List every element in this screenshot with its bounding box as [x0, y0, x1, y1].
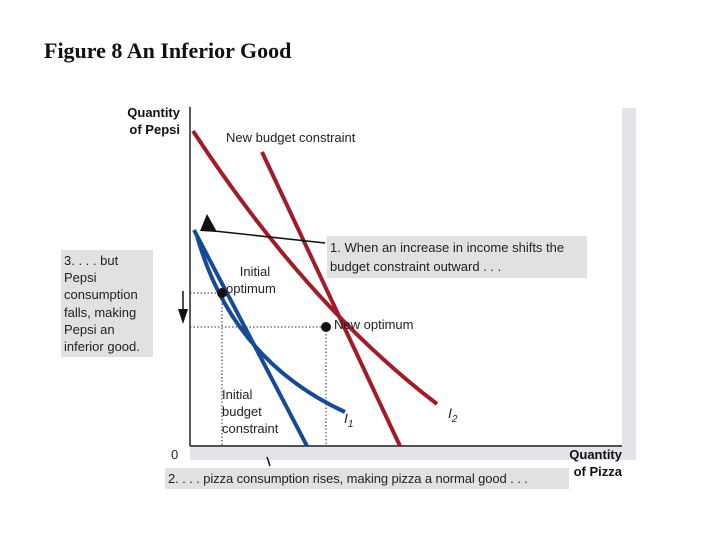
pizza-rises-arrow-line: [266, 456, 271, 467]
figure-title: Figure 8 An Inferior Good: [44, 38, 292, 63]
budget-shift-arrow-line: [204, 229, 326, 244]
initial-budget-label: Initial budget constraint: [222, 386, 278, 437]
x-axis-label-line2: of Pizza: [573, 464, 622, 479]
initial-budget-label-line3: constraint: [222, 421, 279, 436]
note-pepsi-line2: Pepsi: [64, 270, 97, 286]
initial-optimum-label-line2: optimum: [226, 281, 276, 296]
new-optimum-point: [321, 322, 331, 332]
initial-budget-label-line1: Initial: [222, 387, 253, 402]
i1-label-base: I: [344, 410, 348, 426]
new-optimum-label: New optimum: [334, 317, 414, 332]
note-pepsi-line1: 3. . . . but: [64, 253, 119, 268]
initial-optimum-point: [217, 288, 227, 298]
note-pepsi-inferior: 3. . . . but Pepsi consumption falls, ma…: [61, 250, 153, 358]
i2-label-base: I: [448, 405, 452, 421]
new-budget-label: New budget constraint: [226, 130, 356, 145]
x-axis-label-line1: Quantity: [569, 447, 622, 462]
initial-optimum-label: Initial optimum: [226, 263, 276, 297]
note-budget-shift: 1. When an increase in income shifts the…: [327, 236, 587, 278]
i1-label: I1: [344, 410, 353, 430]
note-pepsi-line3: consumption: [64, 287, 138, 303]
y-axis-label-line2: of Pepsi: [129, 122, 180, 137]
note-pizza-normal: 2. . . . pizza consumption rises, making…: [165, 468, 569, 489]
x-axis-label: Quantity of Pizza: [548, 446, 622, 480]
new-budget-line: [260, 151, 402, 447]
y-axis-label: Quantity of Pepsi: [108, 104, 180, 138]
indifference-curve-i2: [191, 129, 439, 406]
note-pepsi-line4: falls, making: [64, 304, 137, 320]
indifference-curve-i1: [195, 235, 346, 414]
note-pepsi-line5: Pepsi an: [64, 321, 115, 337]
i2-label: I2: [448, 405, 457, 425]
y-axis-label-line1: Quantity: [127, 105, 180, 120]
i2-label-sub: 2: [451, 413, 458, 425]
i1-label-sub: 1: [347, 418, 354, 430]
initial-optimum-label-line1: Initial: [239, 264, 271, 279]
pepsi-falls-arrowhead: [178, 309, 188, 324]
initial-budget-label-line2: budget: [222, 404, 262, 419]
origin-label: 0: [171, 447, 179, 462]
budget-shift-arrowhead: [200, 214, 217, 232]
note-pepsi-line6: inferior good.: [64, 339, 140, 355]
